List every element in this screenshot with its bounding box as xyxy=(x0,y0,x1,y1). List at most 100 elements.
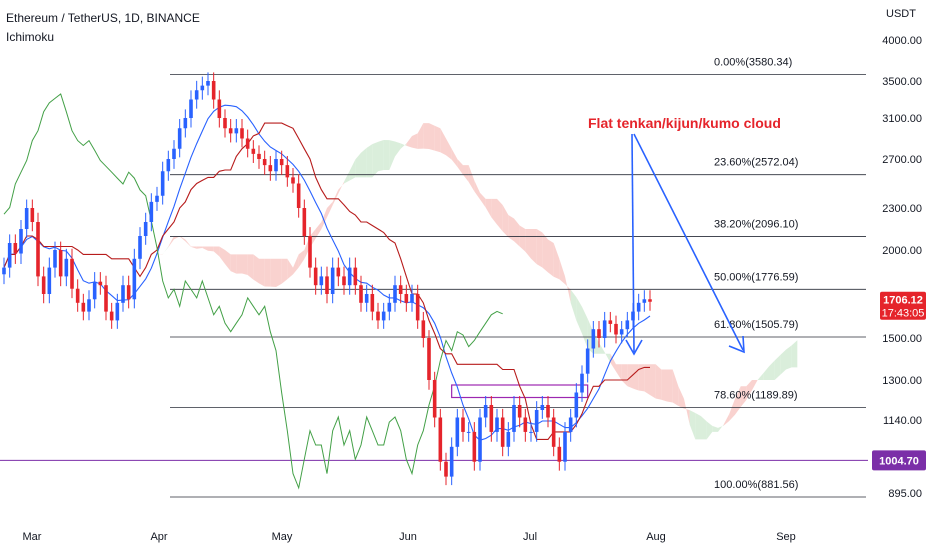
cloud-segment xyxy=(519,225,526,252)
candle-body xyxy=(398,285,403,294)
level-value: 1004.70 xyxy=(879,455,919,467)
cloud-segment xyxy=(219,246,225,264)
candle-body xyxy=(308,236,312,268)
candle-body xyxy=(200,85,205,91)
y-tick-label: 3100.00 xyxy=(882,113,922,125)
cloud-segment xyxy=(457,159,463,175)
candle-body xyxy=(614,323,618,335)
cloud-segment xyxy=(570,289,577,321)
y-tick-label: 2000.00 xyxy=(882,245,922,257)
cloud-segment xyxy=(168,236,174,248)
candle-body xyxy=(608,320,613,324)
fib-label: 50.00%(1776.59) xyxy=(714,271,798,283)
cloud-segment xyxy=(225,250,231,272)
arrow-head xyxy=(625,339,643,356)
cloud-segment xyxy=(276,258,282,288)
last-price-box xyxy=(880,291,926,320)
cloud-segment xyxy=(293,254,299,275)
candle-body xyxy=(92,281,97,300)
cloud-segment xyxy=(525,229,531,259)
cloud-segment xyxy=(287,258,293,280)
cloud-segment xyxy=(412,133,418,149)
candle-body xyxy=(177,128,182,149)
candle-body xyxy=(149,201,154,222)
candle-body xyxy=(36,222,40,277)
cloud-segment xyxy=(655,364,662,400)
cloud-segment xyxy=(502,204,509,238)
cloud-segment xyxy=(383,139,390,171)
cloud-segment xyxy=(746,380,752,401)
cloud-segment xyxy=(604,352,611,363)
x-tick-label: Mar xyxy=(23,531,42,543)
candle-body xyxy=(296,183,301,208)
cloud-segment xyxy=(270,258,276,288)
candle-body xyxy=(393,285,397,303)
candle-body xyxy=(432,380,437,418)
candle-body xyxy=(285,165,290,178)
price-countdown: 17:43:05 xyxy=(882,308,925,320)
candle-body xyxy=(376,311,380,321)
candle-body xyxy=(370,294,375,312)
cloud-segment xyxy=(621,364,628,387)
cloud-segment xyxy=(253,254,259,284)
candle-body xyxy=(70,258,74,289)
candle-body xyxy=(534,410,539,432)
x-tick-label: Apr xyxy=(150,531,167,543)
cloud-segment xyxy=(661,369,667,402)
cloud-segment xyxy=(162,246,169,255)
cloud-segment xyxy=(531,229,537,265)
cloud-segment xyxy=(712,425,718,432)
candle-body xyxy=(387,302,392,312)
cloud-segment xyxy=(423,123,429,149)
candle-body xyxy=(642,299,647,303)
cloud-segment xyxy=(196,246,203,249)
cloud-segment xyxy=(695,413,701,440)
candle-body xyxy=(194,90,199,100)
cloud-segment xyxy=(559,258,565,285)
cloud-segment xyxy=(366,144,373,178)
cloud-segment xyxy=(378,139,384,172)
candle-body xyxy=(138,236,142,259)
cloud-segment xyxy=(672,369,679,406)
cloud-segment xyxy=(440,128,446,156)
cloud-segment xyxy=(729,398,735,421)
candle-body xyxy=(319,276,324,286)
price-axis[interactable]: USDT 4000.00 3500.00 3100.00 2700.00 2300.00 2… xyxy=(23,0,932,550)
cloud-segment xyxy=(395,141,401,157)
cloud-segment xyxy=(474,180,480,200)
candle-body xyxy=(24,208,29,229)
candle-body xyxy=(551,417,556,447)
candle-body xyxy=(160,171,165,196)
y-tick-label: 895.00 xyxy=(888,488,922,500)
cloud-segment xyxy=(468,165,475,192)
candle-body xyxy=(172,148,176,159)
cloud-segment xyxy=(259,258,265,287)
cloud-segment xyxy=(774,354,781,380)
kijun-line xyxy=(3,122,650,440)
candle-body xyxy=(104,285,108,312)
candle-body xyxy=(415,294,420,321)
cloud-segment xyxy=(344,170,350,184)
candle-body xyxy=(636,302,641,312)
candle-body xyxy=(540,405,545,410)
candle-body xyxy=(228,128,233,134)
candle-body xyxy=(625,320,630,330)
cloud-segment xyxy=(338,181,344,194)
candle-body xyxy=(444,461,448,477)
candle-body xyxy=(64,258,69,277)
candle-body xyxy=(500,417,505,447)
ichimoku-cloud xyxy=(151,123,798,440)
candle-body xyxy=(495,417,499,432)
candle-body xyxy=(523,417,528,432)
cloud-segment xyxy=(548,239,554,277)
cloud-segment xyxy=(389,140,395,171)
candle-body xyxy=(449,446,454,477)
candle-body xyxy=(240,128,244,139)
fib-label: 78.60%(1189.89) xyxy=(714,390,798,402)
candle-body xyxy=(585,348,590,374)
fib-label: 61.80%(1505.79) xyxy=(714,319,798,331)
cloud-segment xyxy=(417,123,424,149)
cloud-segment xyxy=(400,143,407,149)
candle-body xyxy=(325,276,329,294)
